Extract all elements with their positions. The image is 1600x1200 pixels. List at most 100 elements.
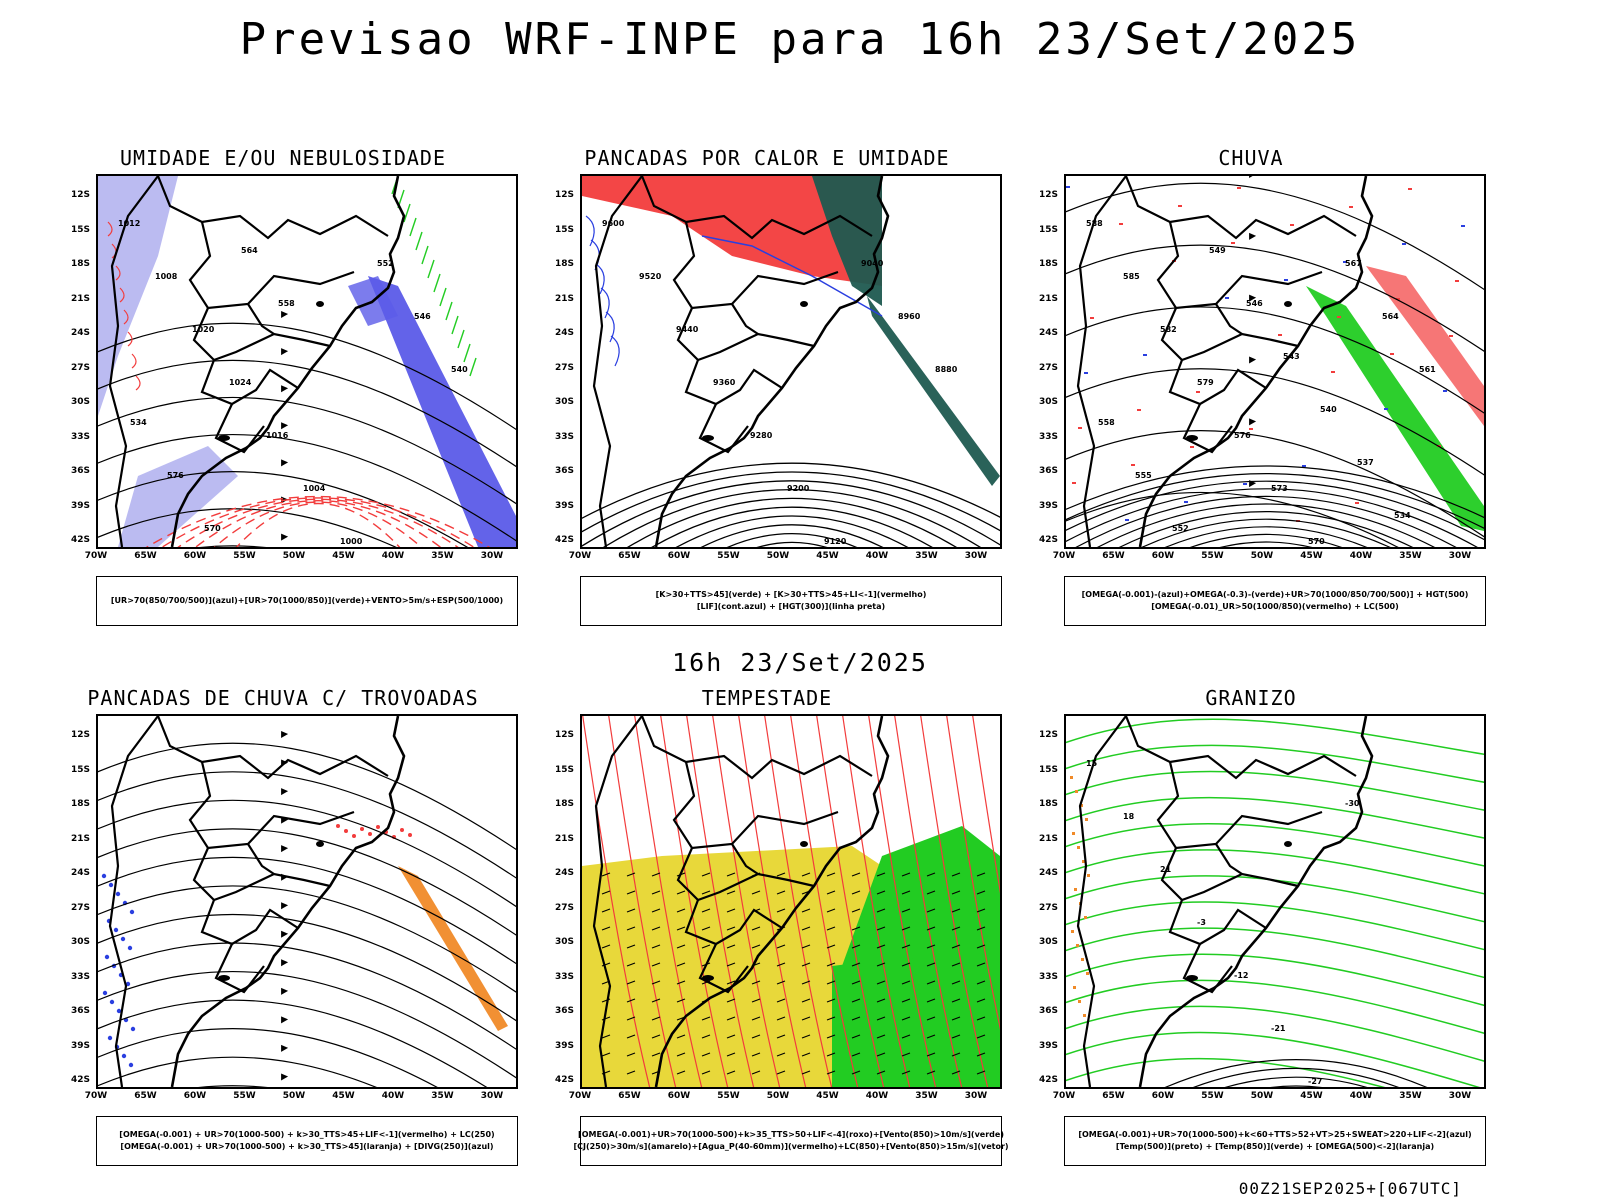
- lat-tick-label: 39S: [554, 1040, 574, 1051]
- contour-label: -21: [1271, 1024, 1286, 1033]
- lat-tick-label: 18S: [554, 259, 574, 269]
- panel-umidade[interactable]: UMIDADE E/OU NEBULOSIDADE 1012 1008 1020 10…: [48, 146, 518, 626]
- panel-granizo[interactable]: GRANIZO 15 18 21 -3 -12 -21 -27 -30 [OMEGA(-0.0…: [1016, 686, 1486, 1166]
- contour-label: 9360: [713, 378, 736, 387]
- lat-tick-label: 27S: [554, 362, 574, 373]
- contour-label: 9280: [750, 431, 773, 440]
- contour-label: 540: [1320, 405, 1337, 414]
- lat-tick-label: 30S: [70, 397, 90, 407]
- panel-tempestade[interactable]: TEMPESTADE [OMEGA(-0.001)+UR>70(1000-500…: [532, 686, 1009, 1166]
- contour-label: 9200: [787, 484, 810, 493]
- legend-line: [OMEGA(-0.001)+UR>70(1000-500)+k>35_TTS>…: [578, 1130, 1004, 1139]
- panel-title: PANCADAS DE CHUVA C/ TROVOADAS: [87, 686, 479, 710]
- contour-label: 9440: [676, 325, 699, 334]
- contour-label: 579: [1197, 378, 1214, 387]
- contour-label: 588: [1086, 219, 1103, 228]
- contour-label: 564: [1382, 312, 1399, 321]
- lat-tick-label: 42S: [1038, 1075, 1058, 1085]
- lat-tick-label: 15S: [1038, 764, 1058, 775]
- legend-line: [OMEGA(-0.001) + UR>70(1000-500) + k>30_…: [119, 1130, 495, 1139]
- panel-pancadas-calor[interactable]: PANCADAS POR CALOR E UMIDADE 9600 9520 944…: [532, 146, 1002, 626]
- contour-label: 9120: [824, 537, 847, 546]
- lat-tick-label: 39S: [70, 1040, 90, 1051]
- lat-tick-label: 12S: [1038, 190, 1058, 200]
- legend-line: [OMEGA(-0.001)-(azul)+OMEGA(-0.3)-(verde…: [1081, 590, 1469, 599]
- lat-tick-label: 24S: [554, 328, 574, 338]
- lon-tick-label: 35W: [1399, 551, 1422, 561]
- lat-tick-label: 12S: [554, 730, 574, 740]
- lon-tick-label: 65W: [1102, 1091, 1125, 1101]
- lat-tick-label: 27S: [70, 902, 90, 913]
- contour-label: 8960: [898, 312, 921, 321]
- lon-tick-label: 40W: [381, 1091, 405, 1101]
- lat-tick-label: 18S: [1038, 799, 1058, 809]
- lon-tick-label: 65W: [618, 1091, 641, 1101]
- forecast-map[interactable]: 1012 1008 1020 1024 1016 1004 1000 552 546 540 534…: [96, 174, 518, 549]
- forecast-map[interactable]: 588 585 582 579 576 573 570 567 564 561 558 555 552 5…: [1064, 174, 1486, 549]
- forecast-map[interactable]: [96, 714, 518, 1089]
- lon-tick-label: 65W: [618, 551, 641, 561]
- contour-label: 558: [1098, 418, 1115, 427]
- contour-label: 1016: [266, 431, 289, 440]
- lat-tick-label: 39S: [1038, 1040, 1058, 1051]
- panel-legend: [OMEGA(-0.001)+UR>70(1000-500)+k>35_TTS>…: [573, 1116, 1009, 1166]
- lat-tick-label: 39S: [70, 500, 90, 511]
- contour-label: 9040: [861, 259, 884, 268]
- lat-tick-label: 21S: [70, 833, 90, 844]
- lat-tick-label: 42S: [554, 535, 574, 545]
- lon-tick-label: 55W: [717, 1091, 740, 1101]
- lat-tick-label: 15S: [554, 224, 574, 235]
- lon-tick-label: 45W: [1300, 551, 1323, 561]
- lon-tick-label: 60W: [667, 1091, 691, 1101]
- lon-tick-label: 65W: [1102, 551, 1125, 561]
- lat-tick-label: 27S: [1038, 362, 1058, 373]
- contour-label: 552: [377, 259, 394, 268]
- lon-tick-label: 65W: [134, 551, 157, 561]
- lat-tick-label: 33S: [70, 431, 90, 442]
- contour-label: 1008: [155, 272, 178, 281]
- legend-line: [LIF](cont.azul) + [HGT(300)](linha pret…: [696, 602, 886, 611]
- lat-tick-label: 36S: [70, 1006, 90, 1016]
- contour-label: 576: [167, 471, 184, 480]
- lat-tick-label: 24S: [1038, 868, 1058, 878]
- forecast-map[interactable]: 15 18 21 -3 -12 -21 -27 -30: [1064, 714, 1486, 1089]
- lat-tick-label: 12S: [70, 190, 90, 200]
- contour-label: 18: [1123, 812, 1135, 821]
- lon-tick-label: 45W: [816, 1091, 839, 1101]
- contour-label: 585: [1123, 272, 1140, 281]
- contour-label: 8880: [935, 365, 958, 374]
- panel-chuva[interactable]: CHUVA 588 585 582 579 576 573 570 567 564 561 558 5…: [1016, 146, 1486, 626]
- contour-label: -30: [1345, 799, 1360, 808]
- panel-trovoadas[interactable]: PANCADAS DE CHUVA C/ TROVOADAS [OMEGA(-0…: [48, 686, 518, 1166]
- lon-tick-label: 40W: [865, 551, 889, 561]
- lon-tick-label: 40W: [381, 551, 405, 561]
- lon-tick-label: 30W: [964, 551, 988, 561]
- contour-label: 546: [1246, 299, 1263, 308]
- lat-tick-label: 33S: [554, 431, 574, 442]
- map-svg: [98, 716, 516, 1087]
- contour-label: 534: [130, 418, 147, 427]
- panel-legend: [OMEGA(-0.001) + UR>70(1000-500) + k>30_…: [96, 1116, 518, 1166]
- contour-label: 564: [241, 246, 258, 255]
- contour-label: 1020: [192, 325, 215, 334]
- section-subtitle: 16h 23/Set/2025: [672, 648, 928, 677]
- lon-tick-label: 50W: [766, 551, 790, 561]
- lon-tick-label: 55W: [233, 551, 256, 561]
- contour-label: 582: [1160, 325, 1177, 334]
- lat-tick-label: 42S: [1038, 535, 1058, 545]
- forecast-map[interactable]: 9600 9520 9440 9360 9280 9200 9120 9040 8960 8880: [580, 174, 1002, 549]
- lat-tick-label: 12S: [554, 190, 574, 200]
- panel-legend: [K>30+TTS>45](verde) + [K>30+TTS>45+LI<-…: [580, 576, 1002, 626]
- lon-tick-label: 50W: [1250, 551, 1274, 561]
- lon-tick-label: 45W: [332, 551, 355, 561]
- lat-tick-label: 18S: [70, 259, 90, 269]
- contour-label: 576: [1234, 431, 1251, 440]
- lat-tick-label: 21S: [1038, 833, 1058, 844]
- lon-tick-label: 65W: [134, 1091, 157, 1101]
- lon-tick-label: 50W: [1250, 1091, 1274, 1101]
- lon-tick-label: 70W: [84, 551, 108, 561]
- panel-title: UMIDADE E/OU NEBULOSIDADE: [119, 146, 447, 170]
- forecast-map[interactable]: [580, 714, 1002, 1089]
- lon-tick-label: 60W: [183, 1091, 207, 1101]
- lon-tick-label: 35W: [915, 551, 938, 561]
